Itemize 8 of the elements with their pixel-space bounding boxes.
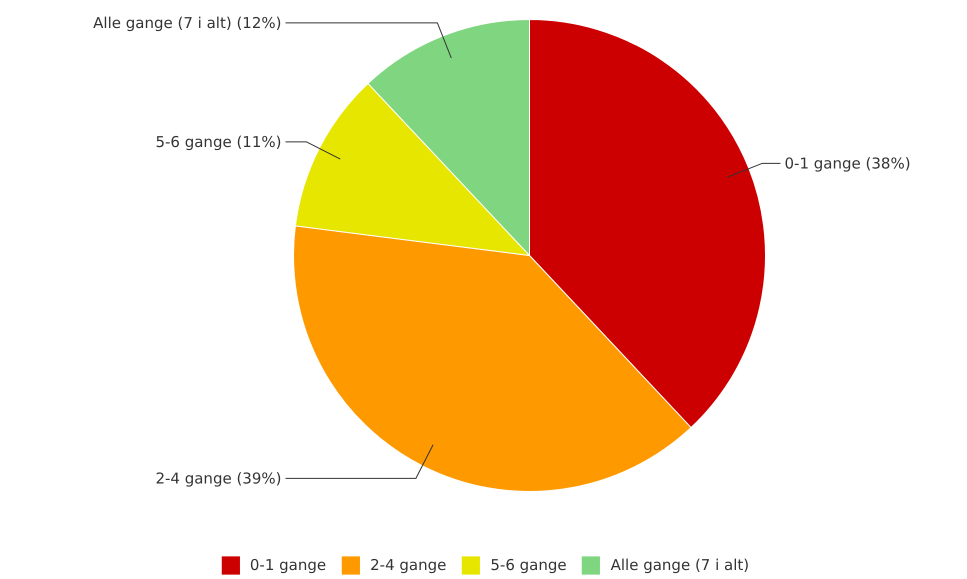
legend-label: 0-1 gange [250, 556, 326, 574]
data-label: 0-1 gange (38%) [784, 154, 911, 172]
legend-label: 5-6 gange [490, 556, 567, 574]
legend-label: 2-4 gange [370, 556, 446, 574]
data-label: 5-6 gange (11%) [155, 132, 282, 151]
data-label: Alle gange (7 i alt) (12%) [93, 14, 282, 32]
legend-label: Alle gange (7 i alt) [610, 556, 750, 574]
data-label: 2-4 gange (39%) [155, 469, 282, 488]
